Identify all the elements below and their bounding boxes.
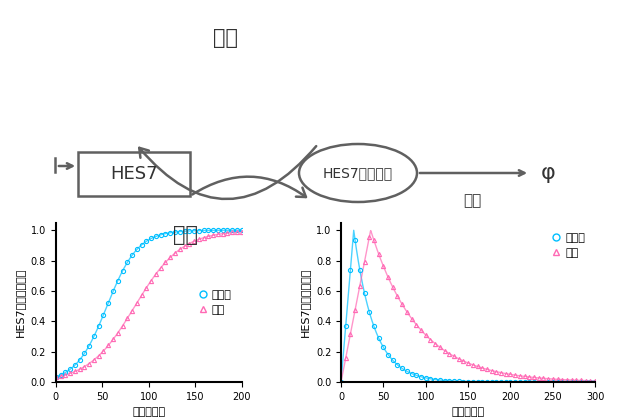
- Y-axis label: HES7タンパク質量: HES7タンパク質量: [300, 268, 311, 337]
- Bar: [78, 152, 190, 196]
- X-axis label: 時間（分）: 時間（分）: [132, 407, 166, 417]
- Legend: マウス, ヒト: マウス, ヒト: [194, 285, 236, 320]
- FancyArrowPatch shape: [140, 146, 316, 199]
- Text: 分解: 分解: [463, 193, 481, 208]
- Legend: マウス, ヒト: マウス, ヒト: [547, 228, 590, 262]
- Text: 合成: 合成: [172, 225, 198, 245]
- Y-axis label: HES7タンパク質量: HES7タンパク質量: [15, 268, 25, 337]
- Text: HES7タンパク: HES7タンパク: [323, 166, 393, 180]
- Text: HES7: HES7: [110, 165, 158, 183]
- Ellipse shape: [299, 144, 417, 202]
- X-axis label: 時間（分）: 時間（分）: [451, 407, 485, 417]
- Text: 抑制: 抑制: [213, 28, 237, 48]
- FancyArrowPatch shape: [192, 177, 306, 197]
- Text: φ: φ: [541, 163, 556, 183]
